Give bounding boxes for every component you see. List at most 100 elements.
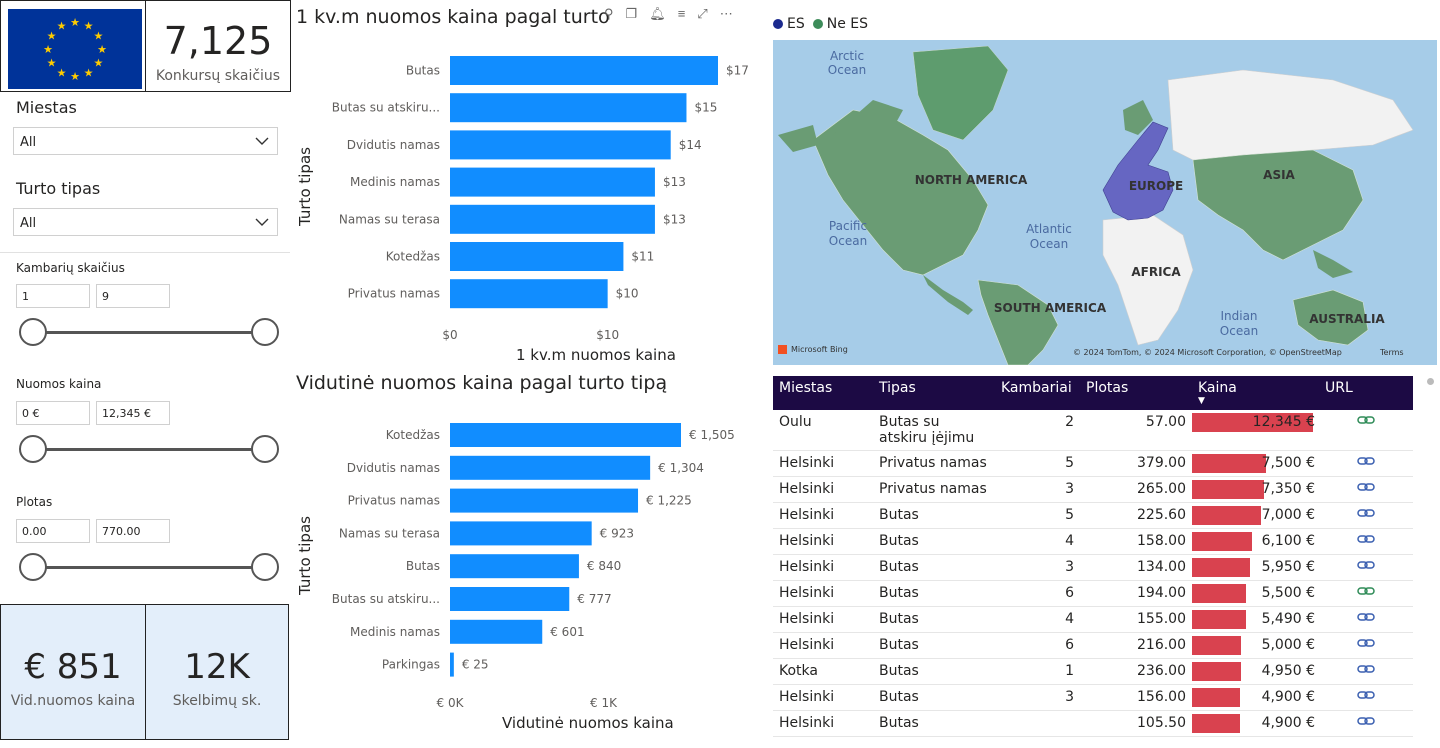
cell-url[interactable] bbox=[1319, 476, 1413, 503]
col-header-rooms[interactable]: Kambariai bbox=[995, 376, 1080, 410]
cell-url[interactable] bbox=[1319, 554, 1413, 581]
cell-type: Butas bbox=[873, 710, 995, 737]
table-row[interactable]: Helsinki Butas 3 134.00 5,950 € bbox=[773, 554, 1413, 581]
bar[interactable] bbox=[450, 521, 592, 546]
more-options-icon[interactable]: ⋯ bbox=[719, 6, 733, 21]
city-dropdown[interactable]: All bbox=[13, 127, 278, 155]
city-dropdown-value: All bbox=[20, 135, 37, 150]
link-icon[interactable] bbox=[1357, 585, 1375, 597]
area-max-input[interactable]: 770.00 bbox=[96, 519, 170, 543]
cell-rooms bbox=[995, 710, 1080, 737]
chevron-down-icon bbox=[255, 218, 269, 226]
cell-city: Helsinki bbox=[773, 632, 873, 659]
table-row[interactable]: Helsinki Butas 6 216.00 5,000 € bbox=[773, 632, 1413, 659]
bar[interactable] bbox=[450, 279, 608, 309]
col-header-type[interactable]: Tipas bbox=[873, 376, 995, 410]
link-icon[interactable] bbox=[1357, 663, 1375, 675]
pin-icon[interactable]: ⚲ bbox=[604, 6, 614, 21]
rent-price-min-input[interactable]: 0 € bbox=[16, 401, 90, 425]
cell-url[interactable] bbox=[1319, 710, 1413, 737]
col-header-city[interactable]: Miestas bbox=[773, 376, 873, 410]
cell-city: Helsinki bbox=[773, 710, 873, 737]
rooms-slider-min-handle[interactable] bbox=[19, 318, 47, 346]
category-label: Kotedžas bbox=[386, 250, 440, 264]
table-row[interactable]: Helsinki Butas 4 158.00 6,100 € bbox=[773, 528, 1413, 555]
area-min-input[interactable]: 0.00 bbox=[16, 519, 90, 543]
cell-url[interactable] bbox=[1319, 684, 1413, 711]
category-label: Butas su atskiru... bbox=[332, 101, 440, 115]
rooms-slider-track bbox=[33, 331, 266, 334]
cell-rooms: 3 bbox=[995, 554, 1080, 581]
link-icon[interactable] bbox=[1357, 559, 1375, 571]
link-icon[interactable] bbox=[1357, 414, 1375, 426]
cell-url[interactable] bbox=[1319, 450, 1413, 477]
table-row[interactable]: Helsinki Butas 105.50 4,900 € bbox=[773, 710, 1413, 737]
bar[interactable] bbox=[450, 204, 655, 234]
table-row[interactable]: Oulu Butas su atskiru įėjimu 2 57.00 12,345 … bbox=[773, 410, 1413, 451]
rooms-slider-max-handle[interactable] bbox=[251, 318, 279, 346]
cell-area: 134.00 bbox=[1080, 554, 1192, 581]
link-icon[interactable] bbox=[1357, 611, 1375, 623]
link-icon[interactable] bbox=[1357, 637, 1375, 649]
bar[interactable] bbox=[450, 554, 579, 579]
bar[interactable] bbox=[450, 619, 543, 644]
bar[interactable] bbox=[450, 167, 655, 197]
copy-icon[interactable]: ❐ bbox=[625, 6, 638, 21]
rent-price-slider-min-handle[interactable] bbox=[19, 435, 47, 463]
col-header-area[interactable]: Plotas bbox=[1080, 376, 1192, 410]
bar[interactable] bbox=[450, 130, 671, 160]
property-type-dropdown[interactable]: All bbox=[13, 208, 278, 236]
cell-url[interactable] bbox=[1319, 502, 1413, 529]
table-row[interactable]: Helsinki Butas 6 194.00 5,500 € bbox=[773, 580, 1413, 607]
link-icon[interactable] bbox=[1357, 481, 1375, 493]
bar[interactable] bbox=[450, 652, 454, 677]
bell-icon[interactable]: 🔔︎ bbox=[649, 6, 666, 21]
table-row[interactable]: Kotka Butas 1 236.00 4,950 € bbox=[773, 658, 1413, 685]
world-map[interactable]: Arctic Ocean Pacific Ocean Atlantic Ocea… bbox=[773, 40, 1437, 365]
price-value: 5,000 € bbox=[1261, 637, 1315, 653]
col-header-url[interactable]: URL bbox=[1319, 376, 1413, 410]
map-label-australia: AUSTRALIA bbox=[1309, 312, 1385, 326]
table-row[interactable]: Helsinki Butas 3 156.00 4,900 € bbox=[773, 684, 1413, 711]
link-icon[interactable] bbox=[1357, 689, 1375, 701]
bar[interactable] bbox=[450, 93, 687, 123]
focus-mode-icon[interactable]: ⤢ bbox=[697, 6, 708, 21]
cell-url[interactable] bbox=[1319, 606, 1413, 633]
table-row[interactable]: Helsinki Butas 5 225.60 7,000 € bbox=[773, 502, 1413, 529]
link-icon[interactable] bbox=[1357, 715, 1375, 727]
col-header-price[interactable]: Kaina ▼ bbox=[1192, 376, 1319, 410]
rooms-min-input[interactable]: 1 bbox=[16, 284, 90, 308]
bar[interactable] bbox=[450, 242, 624, 271]
slicer-divider bbox=[0, 252, 290, 253]
link-icon[interactable] bbox=[1357, 533, 1375, 545]
cell-type: Butas bbox=[873, 606, 995, 633]
bar[interactable] bbox=[450, 423, 681, 447]
rooms-max-input[interactable]: 9 bbox=[96, 284, 170, 308]
table-row[interactable]: Helsinki Privatus namas 5 379.00 7,500 € bbox=[773, 450, 1413, 477]
cell-url[interactable] bbox=[1319, 580, 1413, 607]
cell-area: 216.00 bbox=[1080, 632, 1192, 659]
area-slider-min-handle[interactable] bbox=[19, 553, 47, 581]
rent-price-slider-max-handle[interactable] bbox=[251, 435, 279, 463]
table-row[interactable]: Helsinki Butas 4 155.00 5,490 € bbox=[773, 606, 1413, 633]
bar[interactable] bbox=[450, 488, 639, 513]
cell-url[interactable] bbox=[1319, 658, 1413, 685]
table-row[interactable]: Helsinki Privatus namas 3 265.00 7,350 € bbox=[773, 476, 1413, 503]
area-slider-max-handle[interactable] bbox=[251, 553, 279, 581]
table-scroll-indicator[interactable] bbox=[1427, 378, 1434, 385]
cell-city: Helsinki bbox=[773, 554, 873, 581]
link-icon[interactable] bbox=[1357, 507, 1375, 519]
cell-url[interactable] bbox=[1319, 528, 1413, 555]
bar[interactable] bbox=[450, 455, 651, 480]
rent-price-max-input[interactable]: 12,345 € bbox=[96, 401, 170, 425]
link-icon[interactable] bbox=[1357, 455, 1375, 467]
eu-star-icon: ★ bbox=[70, 70, 80, 83]
price-value: 5,950 € bbox=[1261, 559, 1315, 575]
price-data-bar bbox=[1192, 454, 1266, 473]
cell-area: 236.00 bbox=[1080, 658, 1192, 685]
cell-url[interactable] bbox=[1319, 632, 1413, 659]
cell-url[interactable] bbox=[1319, 410, 1413, 451]
filter-icon[interactable]: ≡ bbox=[677, 6, 686, 21]
bar[interactable] bbox=[450, 56, 718, 85]
bar[interactable] bbox=[450, 587, 570, 611]
